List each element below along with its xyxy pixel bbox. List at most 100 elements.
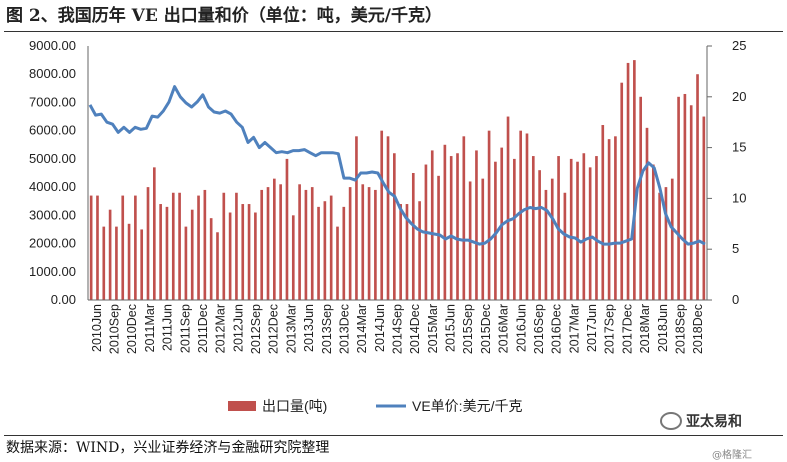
export-volume-bar <box>247 204 251 300</box>
x-tick-label: 2014Dec <box>408 304 422 354</box>
export-volume-bar <box>544 189 548 300</box>
x-tick-label: 2010Sep <box>108 304 122 354</box>
x-tick-label: 2015Mar <box>426 304 440 353</box>
export-volume-bar <box>235 192 238 300</box>
export-volume-bar <box>336 226 339 300</box>
x-tick-label: 2014Sep <box>391 304 405 354</box>
export-volume-bar <box>304 189 308 300</box>
x-tick-label: 2011Sep <box>178 304 192 353</box>
export-volume-bar <box>310 187 314 300</box>
chart-title: 图 2、我国历年 VE 出口量和价（单位：吨，美元/千克） <box>6 6 442 26</box>
export-volume-bar <box>159 204 162 300</box>
export-volume-bar <box>531 156 535 300</box>
export-volume-bar <box>298 184 301 300</box>
x-tick-label: 2012Mar <box>214 304 228 353</box>
export-volume-bar <box>291 215 295 300</box>
export-volume-bar <box>367 187 371 300</box>
export-volume-bar <box>506 116 510 300</box>
export-volume-bar <box>171 192 175 300</box>
x-tick-label: 2018Sep <box>673 304 687 354</box>
y-left-tick-label: 9000.00 <box>29 38 76 53</box>
x-tick-label: 2015Dec <box>479 304 493 354</box>
export-volume-bar <box>140 229 144 300</box>
export-volume-bar <box>203 189 207 300</box>
export-volume-bar <box>519 130 522 300</box>
x-tick-label: 2017Sep <box>603 304 617 354</box>
export-volume-bar <box>487 130 491 300</box>
x-tick-label: 2013Sep <box>320 304 334 354</box>
x-tick-label: 2016Jun <box>514 304 528 352</box>
x-tick-label: 2015Sep <box>461 304 475 354</box>
export-volume-bar <box>115 226 118 300</box>
x-tick-label: 2013Mar <box>284 304 298 353</box>
export-volume-bar <box>152 167 156 300</box>
title-divider <box>4 31 783 32</box>
x-tick-label: 2010Jun <box>90 304 104 352</box>
y-left-tick-label: 4000.00 <box>29 179 76 194</box>
export-volume-bar <box>430 150 434 300</box>
export-volume-bar <box>595 156 598 300</box>
x-tick-label: 2018Dec <box>691 304 705 354</box>
export-volume-bar <box>209 218 213 300</box>
y-left-tick-label: 8000.00 <box>29 66 76 81</box>
export-volume-bar <box>386 136 390 300</box>
x-tick-label: 2011Mar <box>143 304 157 352</box>
source-note: 数据来源：WIND，兴业证券经济与金融研究院整理 <box>6 440 330 456</box>
export-volume-bar <box>569 158 573 300</box>
legend-bar-swatch <box>228 401 256 411</box>
export-volume-bar <box>342 206 346 300</box>
y-left-tick-label: 3000.00 <box>29 207 76 222</box>
y-right-tick-label: 5 <box>732 241 739 256</box>
x-tick-label: 2017Mar <box>567 304 581 353</box>
export-volume-bar <box>626 62 630 300</box>
export-volume-bar <box>456 153 459 300</box>
export-volume-bar <box>563 192 567 300</box>
export-volume-bar <box>127 223 131 300</box>
export-volume-bar <box>348 187 352 300</box>
export-volume-bar <box>222 192 226 300</box>
export-volume-bar <box>689 105 693 301</box>
export-volume-bar <box>614 136 617 300</box>
export-volume-bar <box>582 153 586 300</box>
export-volume-bar <box>241 204 245 300</box>
export-volume-bar <box>664 187 668 300</box>
export-volume-bar <box>437 175 440 300</box>
source-divider <box>4 435 783 436</box>
wechat-icon <box>660 412 682 430</box>
x-tick-label: 2018Jun <box>656 304 670 352</box>
y-right-tick-label: 20 <box>732 89 746 104</box>
x-tick-label: 2018Mar <box>638 304 652 353</box>
y-left-tick-label: 6000.00 <box>29 123 76 138</box>
x-tick-label: 2010Dec <box>125 304 139 354</box>
export-volume-bar <box>645 127 649 300</box>
export-volume-bar <box>279 184 282 300</box>
export-volume-bar <box>601 125 605 301</box>
export-volume-bar <box>190 209 194 300</box>
export-volume-bar <box>361 184 365 300</box>
export-volume-bar <box>696 74 699 300</box>
x-tick-label: 2017Dec <box>620 304 634 354</box>
y-right-tick-label: 15 <box>732 140 746 155</box>
x-tick-label: 2012Dec <box>267 304 281 354</box>
export-volume-bar <box>538 170 541 300</box>
export-volume-bar <box>317 206 320 300</box>
y-left-tick-label: 2000.00 <box>29 236 76 251</box>
export-volume-bar <box>197 195 200 300</box>
export-volume-bar <box>121 195 125 300</box>
export-volume-bar <box>494 161 497 300</box>
y-right-tick-label: 10 <box>732 190 746 205</box>
export-volume-bar <box>96 195 99 300</box>
x-tick-label: 2013Dec <box>337 304 351 354</box>
y-left-tick-label: 7000.00 <box>29 94 76 109</box>
x-tick-label: 2017Jun <box>585 304 599 352</box>
export-volume-bar <box>702 116 706 300</box>
export-volume-bar <box>260 189 264 300</box>
export-volume-bar <box>405 204 409 300</box>
export-volume-bar <box>576 161 579 300</box>
export-volume-bar <box>670 178 674 300</box>
y-left-tick-label: 5000.00 <box>29 151 76 166</box>
export-volume-bar <box>481 178 485 300</box>
x-tick-label: 2014Jun <box>373 304 387 352</box>
export-volume-bar <box>399 204 402 300</box>
x-tick-label: 2016Sep <box>532 304 546 354</box>
